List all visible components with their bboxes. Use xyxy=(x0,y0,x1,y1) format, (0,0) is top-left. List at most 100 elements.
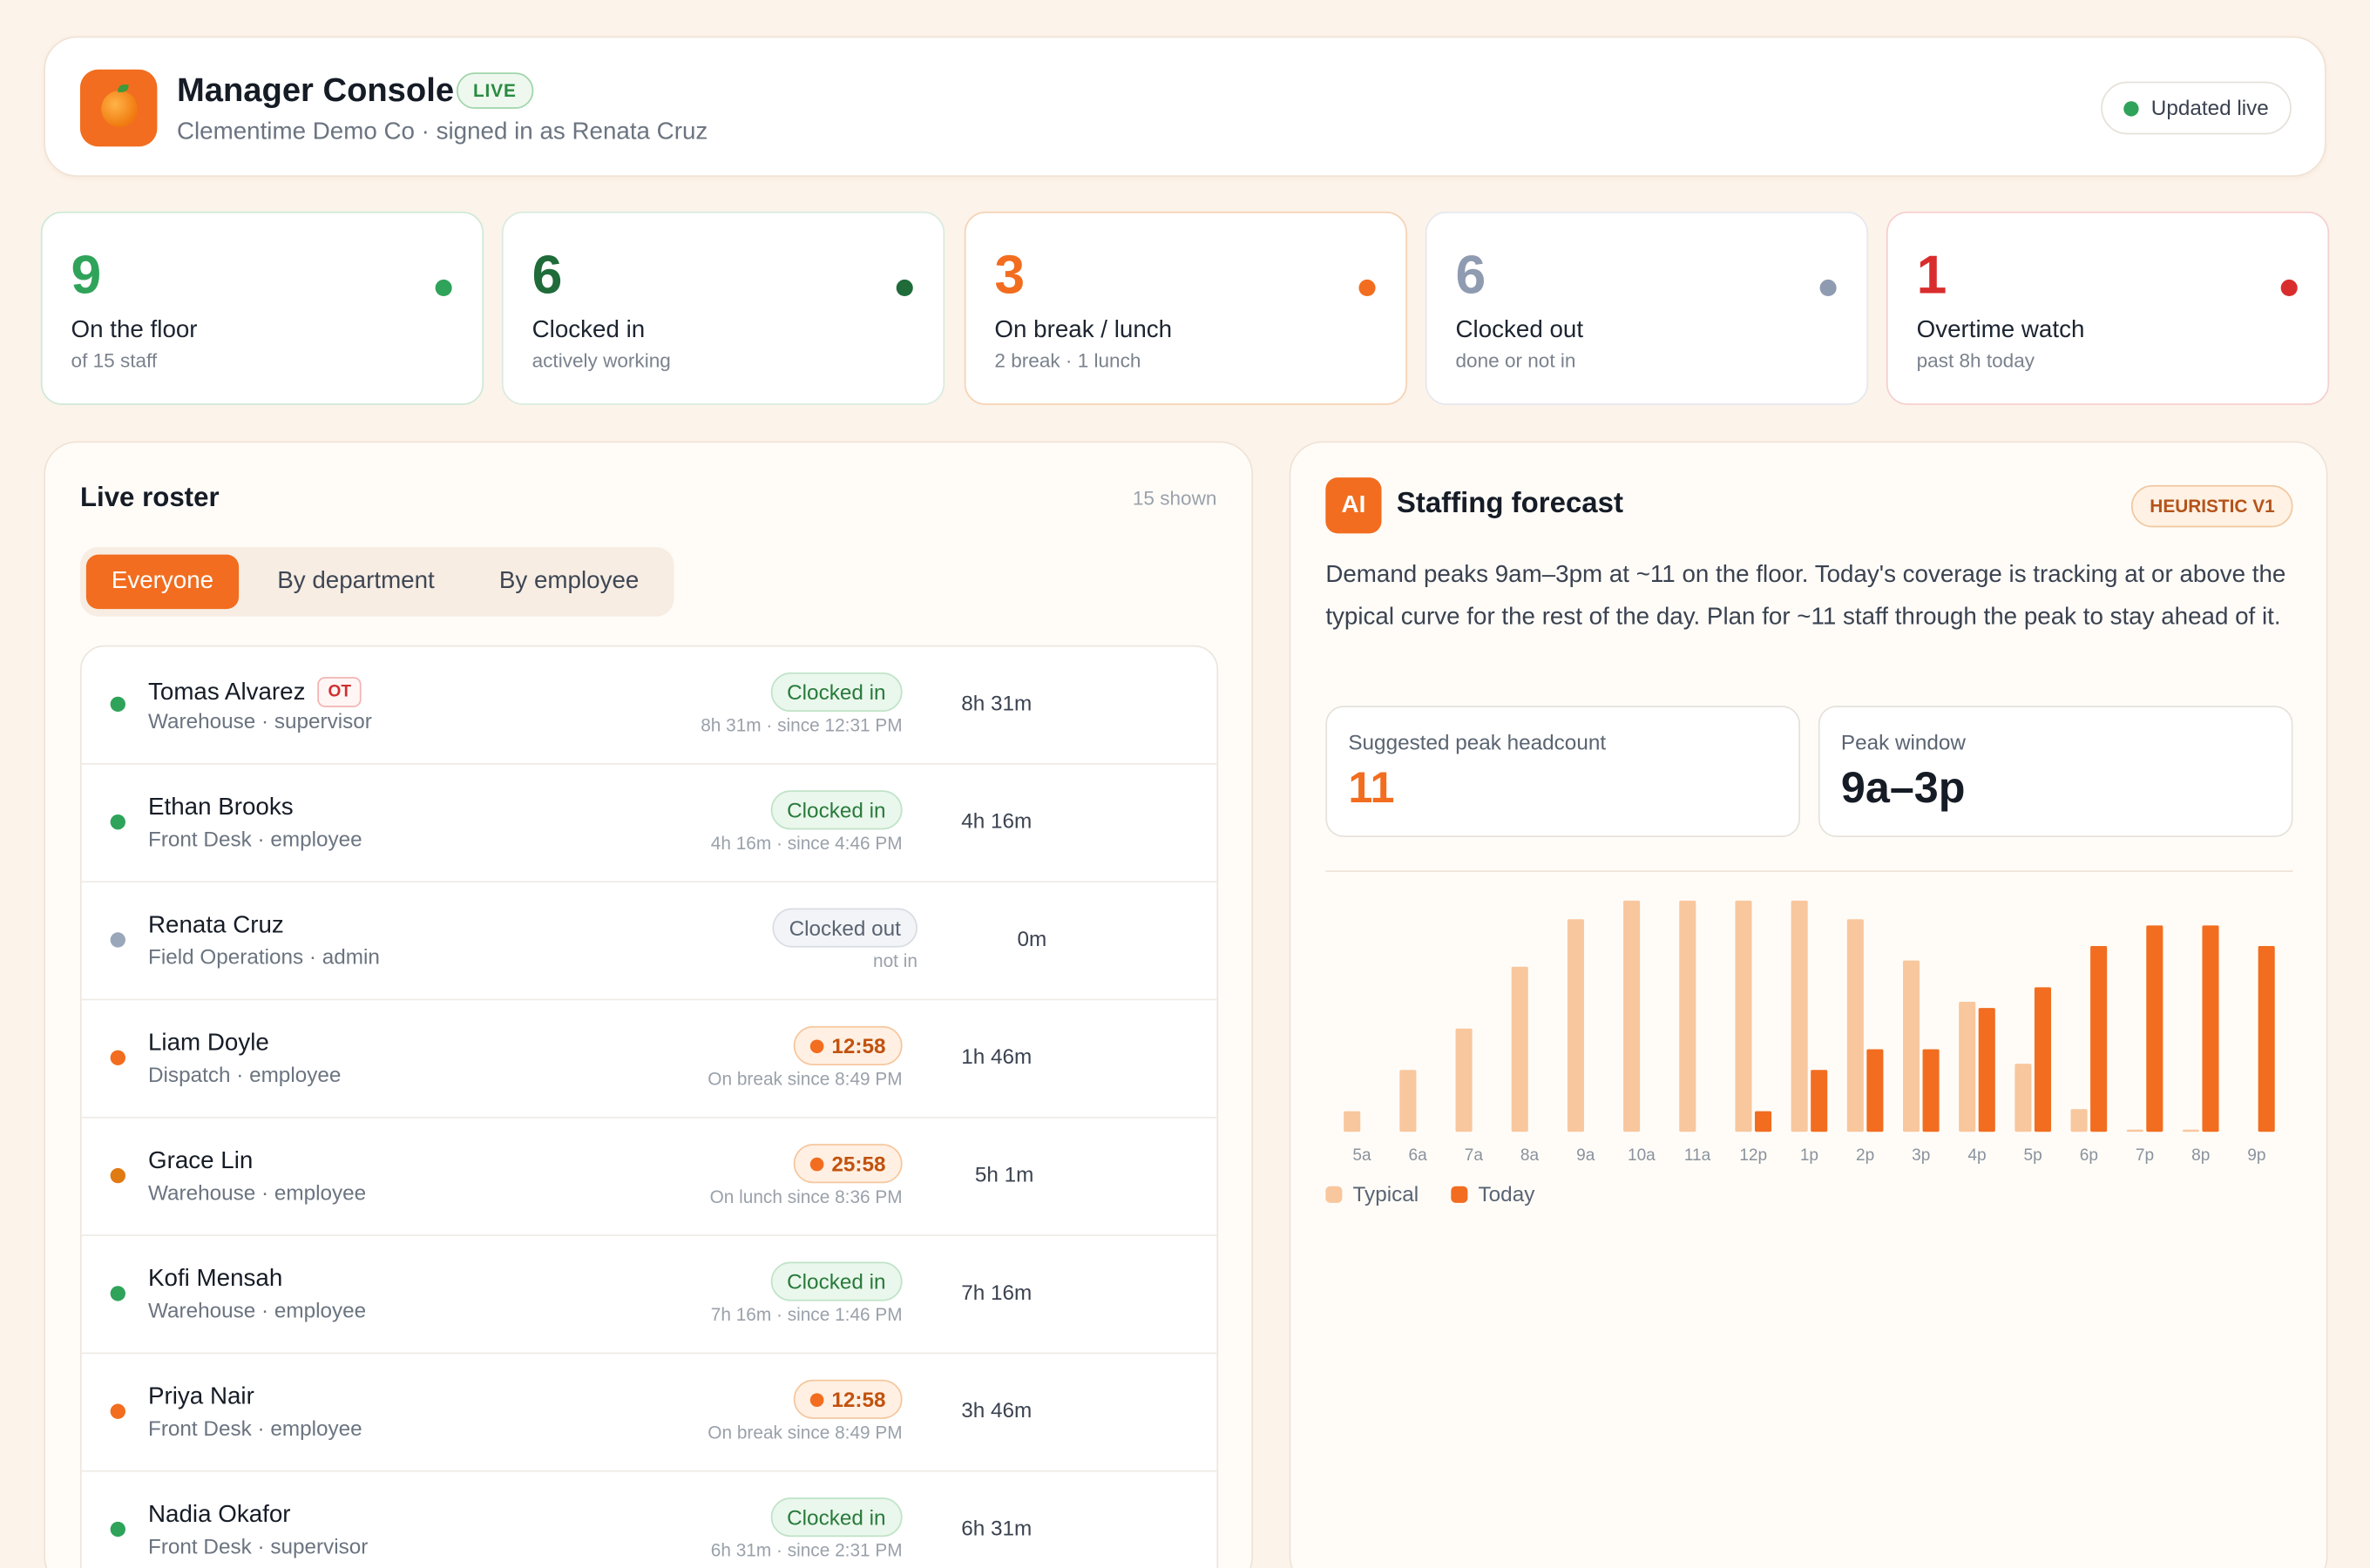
stat-value: 6 xyxy=(532,243,563,306)
header-card: Manager Console LIVE Clementime Demo Co … xyxy=(44,36,2326,177)
roster-row-tomas-alvarez[interactable]: Tomas Alvarez OT Warehouse · supervisor C… xyxy=(81,646,1217,765)
employee-name: Kofi Mensah xyxy=(148,1266,283,1293)
employee-meta: Dispatch · employee xyxy=(148,1062,342,1087)
status-badge: Clocked in xyxy=(770,1497,903,1538)
bar-typical-6p xyxy=(2070,1109,2088,1132)
status-badge: Clocked in xyxy=(770,672,903,713)
app-logo xyxy=(79,69,158,147)
status-dot-icon xyxy=(110,932,125,948)
employee-name: Renata Cruz xyxy=(148,912,284,939)
tab-by-employee[interactable]: By employee xyxy=(498,568,640,594)
legend-item-typical: Typical xyxy=(1325,1182,1419,1206)
stat-card-on-break[interactable]: 3 On break / lunch 2 break · 1 lunch xyxy=(964,211,1408,405)
roster-row-renata-cruz[interactable]: Renata Cruz Field Operations · admin Clo… xyxy=(81,882,1217,1001)
roster-row-grace-lin[interactable]: Grace Lin Warehouse · employee 25:58 On … xyxy=(81,1119,1217,1236)
x-tick-label: 9a xyxy=(1576,1146,1595,1165)
status-since: 7h 16m · since 1:46 PM xyxy=(710,1304,903,1326)
bar-typical-1p xyxy=(1791,900,1808,1132)
stat-card-clocked-in[interactable]: 6 Clocked in actively working xyxy=(501,211,945,405)
status-since: 8h 31m · since 12:31 PM xyxy=(701,714,903,736)
stat-label: Clocked in xyxy=(532,317,646,343)
status-dot-icon xyxy=(2280,279,2298,297)
metric-value: 9a–3p xyxy=(1840,764,1966,814)
stat-sub: actively working xyxy=(532,348,671,372)
x-tick-label: 7p xyxy=(2136,1146,2154,1165)
stat-value: 6 xyxy=(1455,243,1486,306)
stat-label: On break / lunch xyxy=(994,317,1173,343)
x-tick-label: 10a xyxy=(1628,1146,1656,1165)
tab-everyone[interactable]: Everyone xyxy=(85,554,240,610)
roster-row-nadia-okafor[interactable]: Nadia Okafor Front Desk · supervisor Clo… xyxy=(82,1472,1217,1568)
roster-row-priya-nair[interactable]: Priya Nair Front Desk · employee 12:58 O… xyxy=(81,1354,1217,1472)
stat-card-clocked-out[interactable]: 6 Clocked out done or not in xyxy=(1425,211,1869,405)
x-tick-label: 8a xyxy=(1520,1146,1540,1165)
status-badge: Clocked in xyxy=(770,790,903,830)
employee-meta: Front Desk · supervisor xyxy=(148,1533,369,1558)
staffing-forecast-panel: AI Staffing forecast HEURISTIC V1 Demand… xyxy=(1289,441,2328,1568)
divider xyxy=(1325,870,2293,872)
bar-today-2p xyxy=(1866,1049,1884,1132)
roster-row-ethan-brooks[interactable]: Ethan Brooks Front Desk · employee Clock… xyxy=(81,765,1217,883)
x-tick-label: 6p xyxy=(2080,1146,2098,1165)
suggested-peak-headcount-card: Suggested peak headcount 11 xyxy=(1325,706,1801,838)
employee-meta: Warehouse · employee xyxy=(148,1179,367,1205)
bar-typical-10a xyxy=(1623,900,1641,1132)
employee-meta: Warehouse · supervisor xyxy=(148,708,372,733)
tab-by-department[interactable]: By department xyxy=(277,568,435,594)
roster-view-toggle: Everyone By department By employee xyxy=(79,546,674,617)
status-dot-icon xyxy=(896,279,913,297)
bar-typical-6a xyxy=(1399,1070,1417,1132)
legend-swatch-today xyxy=(1451,1186,1468,1203)
live-badge: LIVE xyxy=(456,72,533,109)
x-tick-label: 4p xyxy=(1967,1146,1986,1165)
bar-typical-2p xyxy=(1846,919,1864,1132)
stat-card-overtime[interactable]: 1 Overtime watch past 8h today xyxy=(1886,211,2330,405)
shown-count: 15 shown xyxy=(1132,486,1217,510)
status-dot-icon xyxy=(435,279,452,297)
status-dot-icon xyxy=(110,1521,125,1538)
employee-name: Grace Lin xyxy=(148,1148,254,1174)
employee-meta: Field Operations · admin xyxy=(148,944,380,969)
x-tick-label: 11a xyxy=(1684,1146,1711,1165)
bar-typical-7p xyxy=(2126,1129,2143,1132)
roster-row-kofi-mensah[interactable]: Kofi Mensah Warehouse · employee Clocked… xyxy=(81,1236,1217,1355)
shift-duration: 3h 46m xyxy=(961,1397,1033,1423)
employee-name: Nadia Okafor xyxy=(148,1502,291,1528)
bar-typical-5p xyxy=(2014,1064,2032,1132)
x-tick-label: 5a xyxy=(1352,1146,1371,1165)
employee-name: Liam Doyle xyxy=(148,1031,269,1057)
overtime-badge: OT xyxy=(317,677,362,707)
bar-typical-4p xyxy=(1959,1001,1976,1132)
bar-typical-11a xyxy=(1679,900,1696,1132)
metric-value: 11 xyxy=(1348,764,1395,814)
metric-label: Suggested peak headcount xyxy=(1348,729,1607,754)
lunch-timer-badge: 25:58 xyxy=(794,1144,903,1184)
status-since: On break since 8:49 PM xyxy=(708,1422,903,1443)
shift-duration: 0m xyxy=(1017,926,1047,951)
status-dot-icon xyxy=(110,1050,125,1065)
roster-row-liam-doyle[interactable]: Liam Doyle Dispatch · employee 12:58 On … xyxy=(81,1000,1217,1119)
shift-duration: 7h 16m xyxy=(961,1280,1033,1305)
forecast-bar-chart: 5a 6a 7a 8a 9a 10a 11a 12p 1p 2p 3p 4p 5p 6p 7p 8p 9p xyxy=(1344,900,2275,1165)
x-tick-label: 3p xyxy=(1912,1146,1930,1165)
bar-typical-8a xyxy=(1511,966,1528,1132)
heuristic-badge: HEURISTIC V1 xyxy=(2131,484,2293,528)
employee-name: Ethan Brooks xyxy=(148,794,294,821)
bar-today-6p xyxy=(2090,946,2108,1132)
stat-value: 3 xyxy=(994,243,1026,306)
stat-value: 1 xyxy=(1916,243,1947,306)
status-since: 4h 16m · since 4:46 PM xyxy=(710,832,903,855)
stat-label: On the floor xyxy=(71,317,198,343)
bar-today-8p xyxy=(2202,925,2219,1132)
status-dot-icon xyxy=(110,1167,125,1184)
stat-card-on-floor[interactable]: 9 On the floor of 15 staff xyxy=(40,211,484,405)
x-tick-label: 5p xyxy=(2024,1146,2042,1165)
stat-sub: 2 break · 1 lunch xyxy=(994,348,1141,372)
stat-label: Clocked out xyxy=(1455,317,1584,343)
x-tick-label: 12p xyxy=(1739,1146,1767,1165)
shift-duration: 1h 46m xyxy=(961,1044,1033,1069)
x-tick-label: 8p xyxy=(2191,1146,2210,1165)
employee-meta: Front Desk · employee xyxy=(148,826,362,851)
stat-sub: done or not in xyxy=(1455,348,1576,372)
break-timer-badge: 12:58 xyxy=(794,1379,903,1419)
